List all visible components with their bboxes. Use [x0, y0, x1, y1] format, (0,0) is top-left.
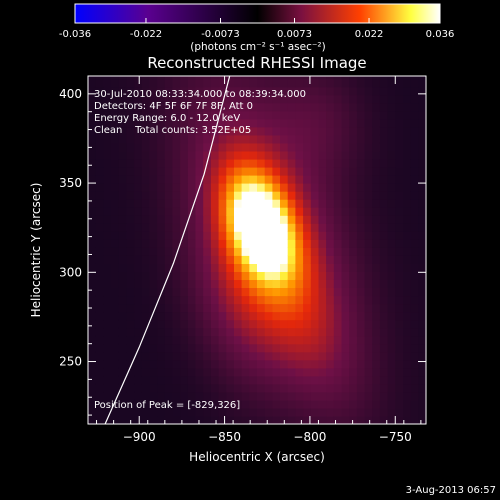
- plot-frame: [87, 75, 427, 425]
- colorbar-tick-label: -0.022: [130, 29, 162, 40]
- colorbar-ticks: -0.036 -0.022 -0.0073 0.0073 0.022 0.036: [59, 18, 454, 40]
- peak-position-label: Position of Peak = [-829,326]: [94, 400, 240, 411]
- colorbar-tick-label: -0.0073: [201, 29, 240, 40]
- info-time-range: 30-Jul-2010 08:33:34.000 to 08:39:34.000: [94, 89, 306, 100]
- y-tick-label: 350: [59, 176, 82, 190]
- footer-timestamp: 3-Aug-2013 06:57: [406, 485, 496, 496]
- axis-ticks: −900 −850 −800 −750 250 300 350 400: [59, 75, 426, 444]
- colorbar-tick-label: -0.036: [59, 29, 91, 40]
- x-tick-label: −850: [208, 430, 241, 444]
- colorbar: [74, 3, 441, 24]
- y-tick-label: 300: [59, 265, 82, 279]
- y-tick-label: 250: [59, 355, 82, 369]
- colorbar-tick-label: 0.022: [355, 29, 384, 40]
- info-detectors: Detectors: 4F 5F 6F 7F 8F, Att 0: [94, 101, 253, 112]
- x-tick-label: −800: [293, 430, 326, 444]
- y-axis-label: Heliocentric Y (arcsec): [29, 183, 43, 318]
- x-axis-label: Heliocentric X (arcsec): [189, 450, 325, 464]
- info-energy-range: Energy Range: 6.0 - 12.0 keV: [94, 113, 240, 124]
- info-clean-counts: Clean Total counts: 3.52E+05: [94, 125, 251, 136]
- colorbar-tick-label: 0.036: [426, 29, 455, 40]
- chart-title: Reconstructed RHESSI Image: [147, 54, 366, 72]
- solar-limb-line: [104, 76, 231, 424]
- colorbar-tick-label: 0.0073: [277, 29, 312, 40]
- x-tick-label: −900: [123, 430, 156, 444]
- x-tick-label: −750: [379, 430, 412, 444]
- colorbar-unit-label: (photons cm⁻² s⁻¹ asec⁻²): [190, 41, 325, 53]
- y-tick-label: 400: [59, 87, 82, 101]
